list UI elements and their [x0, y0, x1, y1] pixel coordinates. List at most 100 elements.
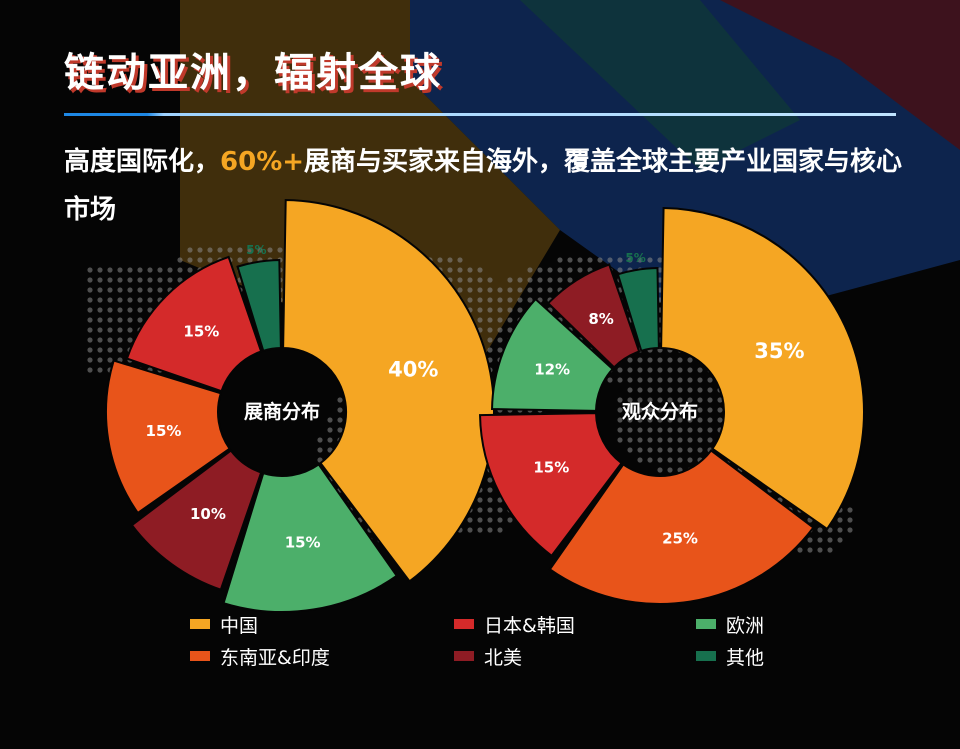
map-dot: [627, 367, 633, 373]
map-dot: [647, 397, 653, 403]
map-dot: [187, 267, 193, 273]
map-dot: [467, 267, 473, 273]
map-dot: [577, 267, 583, 273]
map-dot: [637, 387, 643, 393]
map-dot: [687, 407, 693, 413]
map-dot: [567, 277, 573, 283]
map-dot: [677, 417, 683, 423]
map-dot: [677, 447, 683, 453]
map-dot: [97, 357, 103, 363]
map-dot: [517, 287, 523, 293]
map-dot: [677, 427, 683, 433]
donut-slice: [546, 263, 641, 369]
map-dot: [527, 297, 533, 303]
map-dot: [487, 317, 493, 323]
map-dot: [657, 407, 663, 413]
bg-red-panel: [720, 0, 960, 150]
legend-item-sea-india: 东南亚&印度: [190, 642, 330, 670]
map-dot: [317, 447, 323, 453]
map-dot: [677, 387, 683, 393]
map-dot: [97, 287, 103, 293]
map-dot: [647, 357, 653, 363]
map-dot: [667, 467, 673, 473]
map-dot: [147, 267, 153, 273]
map-dot: [687, 447, 693, 453]
map-dot: [127, 317, 133, 323]
map-dot: [677, 367, 683, 373]
map-dot: [667, 387, 673, 393]
map-dot: [137, 277, 143, 283]
map-dot: [647, 367, 653, 373]
map-dot: [817, 537, 823, 543]
chart-center-title: 观众分布: [622, 400, 698, 423]
map-dot: [437, 257, 443, 263]
map-dot: [627, 357, 633, 363]
map-dot: [117, 317, 123, 323]
map-dot: [117, 267, 123, 273]
map-dot: [707, 427, 713, 433]
map-dot: [467, 517, 473, 523]
map-dot: [497, 287, 503, 293]
map-dot: [717, 417, 723, 423]
map-dot: [537, 287, 543, 293]
bg-teal-panel: [520, 0, 800, 170]
map-dot: [107, 297, 113, 303]
map-dot: [327, 427, 333, 433]
map-dot: [247, 257, 253, 263]
map-dot: [827, 547, 833, 553]
map-dot: [657, 367, 663, 373]
map-dot: [467, 527, 473, 533]
map-dot: [87, 307, 93, 313]
map-dot: [137, 267, 143, 273]
map-dot: [497, 507, 503, 513]
map-dot: [127, 337, 133, 343]
map-dot: [507, 517, 513, 523]
map-dot: [687, 357, 693, 363]
map-dot: [117, 287, 123, 293]
map-dot: [477, 307, 483, 313]
map-dot: [657, 417, 663, 423]
subtitle-text-pre: 高度国际化，: [64, 147, 221, 177]
legend-label: 东南亚&印度: [220, 646, 330, 669]
map-dot: [837, 517, 843, 523]
map-dot: [327, 417, 333, 423]
legend-label: 日本&韩国: [484, 614, 575, 637]
donut-slice: [479, 412, 623, 558]
slice-label: 40%: [388, 357, 438, 381]
map-dot: [147, 277, 153, 283]
map-dot: [97, 267, 103, 273]
slice-label: 15%: [285, 533, 321, 551]
map-dot: [607, 257, 613, 263]
map-dot: [617, 367, 623, 373]
map-dot: [647, 387, 653, 393]
map-dot: [207, 247, 213, 253]
map-dot: [637, 417, 643, 423]
map-dot: [657, 357, 663, 363]
map-dot: [497, 347, 503, 353]
map-dot: [497, 527, 503, 533]
map-dot: [327, 437, 333, 443]
map-dot: [107, 277, 113, 283]
map-dot: [627, 397, 633, 403]
map-dot: [117, 297, 123, 303]
map-dot: [487, 497, 493, 503]
legend-label: 欧洲: [726, 614, 765, 637]
donut-slice: [236, 259, 282, 353]
map-dot: [97, 307, 103, 313]
map-dot: [507, 297, 513, 303]
chart-legend: 中国 东南亚&印度 日本&韩国 北美 欧洲 其他: [190, 610, 830, 674]
map-dot: [337, 427, 343, 433]
map-dot: [167, 267, 173, 273]
legend-swatch: [696, 651, 716, 661]
legend-label: 其他: [726, 646, 765, 669]
map-dot: [827, 527, 833, 533]
map-dot: [667, 447, 673, 453]
map-dot: [677, 407, 683, 413]
map-dot: [617, 267, 623, 273]
map-dot: [507, 287, 513, 293]
map-dot: [637, 427, 643, 433]
map-dot: [687, 397, 693, 403]
map-dot: [537, 267, 543, 273]
donut-slice: [491, 297, 614, 412]
map-dot: [707, 387, 713, 393]
